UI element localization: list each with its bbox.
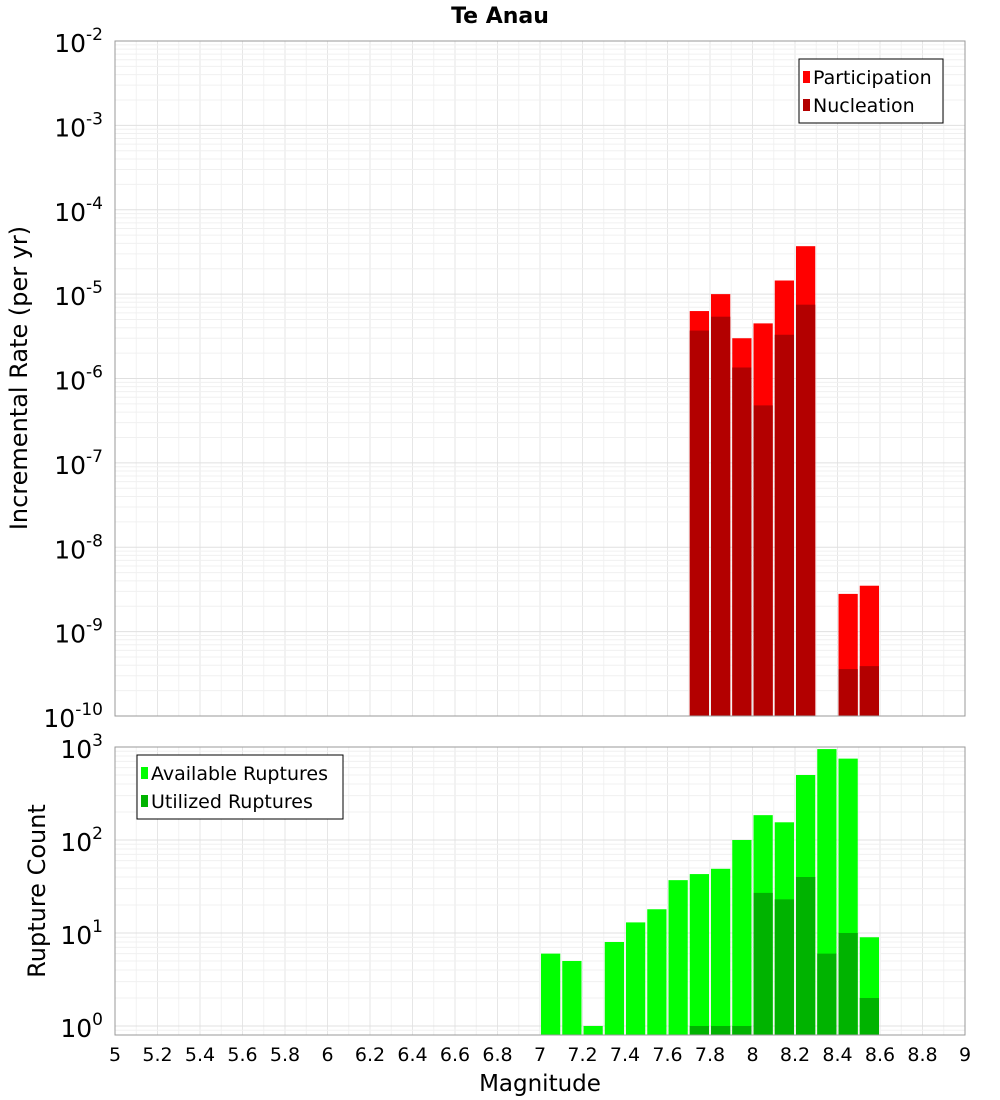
bottom-legend-box	[136, 754, 344, 820]
x-axis-label: Magnitude	[479, 1071, 601, 1097]
top-legend-label: Participation	[813, 67, 932, 89]
top-y-tick-label: 10-9	[54, 616, 103, 649]
bottom-legend-label: Utilized Ruptures	[151, 791, 313, 813]
x-tick-label: 9	[959, 1044, 971, 1066]
bottom-bar-utilized-ruptures	[774, 899, 794, 1035]
bottom-plot-bars	[541, 749, 879, 1035]
x-tick-label: 6.2	[355, 1044, 385, 1066]
bottom-bar-available-ruptures	[541, 953, 561, 1035]
x-tick-label: 7.8	[695, 1044, 725, 1066]
top-plot-frame	[114, 40, 966, 717]
top-y-tick-label: 10-7	[54, 447, 103, 480]
bottom-bar-utilized-ruptures	[838, 932, 858, 1035]
top-bar-nucleation	[774, 334, 794, 716]
bottom-bar-available-ruptures	[668, 880, 688, 1035]
x-tick-label: 8.4	[822, 1044, 852, 1066]
top-legend-label: Nucleation	[813, 95, 915, 117]
x-tick-label: 7.4	[610, 1044, 640, 1066]
x-tick-label: 8	[746, 1044, 758, 1066]
top-bar-nucleation	[796, 304, 816, 716]
bottom-bar-available-ruptures	[689, 874, 709, 1035]
bottom-bar-utilized-ruptures	[753, 892, 773, 1035]
bottom-bar-utilized-ruptures	[796, 877, 816, 1035]
bottom-y-tick-label: 100	[60, 1010, 103, 1043]
top-legend-box	[798, 58, 944, 124]
bottom-legend-label: Available Ruptures	[151, 763, 328, 785]
top-bar-nucleation	[753, 405, 773, 716]
top-legend-swatch	[803, 99, 810, 111]
x-tick-label: 5.8	[270, 1044, 300, 1066]
x-tick-label: 6.6	[440, 1044, 470, 1066]
bottom-bar-available-ruptures	[583, 1025, 603, 1035]
top-legend-swatch	[803, 71, 810, 83]
x-tick-label: 7.6	[652, 1044, 682, 1066]
bottom-bar-utilized-ruptures	[689, 1025, 709, 1035]
x-tick-label: 8.6	[865, 1044, 895, 1066]
top-y-tick-label: 10-10	[43, 700, 103, 733]
top-y-tick-labels: 10-2 10-3 10-4 10-5 10-6 10-7 10-8 10-9 10-10	[43, 25, 103, 733]
bottom-bar-available-ruptures	[604, 942, 624, 1035]
bottom-bar-available-ruptures	[732, 839, 752, 1035]
x-tick-label: 5.6	[227, 1044, 257, 1066]
bottom-bar-available-ruptures	[626, 922, 646, 1035]
x-tick-label: 8.8	[907, 1044, 937, 1066]
bottom-y-tick-label: 101	[60, 917, 103, 950]
x-tick-label: 7	[534, 1044, 546, 1066]
x-tick-label: 7.2	[567, 1044, 597, 1066]
bottom-bar-utilized-ruptures	[859, 997, 879, 1035]
x-tick-label: 6.4	[397, 1044, 427, 1066]
top-bar-nucleation	[838, 669, 858, 716]
bottom-y-tick-label: 102	[60, 824, 103, 857]
chart-title: Te Anau	[451, 4, 549, 29]
top-y-tick-label: 10-4	[54, 194, 103, 227]
x-tick-label: 8.2	[780, 1044, 810, 1066]
bottom-y-tick-label: 103	[60, 731, 103, 764]
top-bar-nucleation	[859, 666, 879, 716]
bottom-bar-available-ruptures	[711, 868, 731, 1035]
top-legend: Participation Nucleation	[798, 58, 944, 124]
top-bar-nucleation	[732, 367, 752, 716]
x-tick-label: 5.4	[185, 1044, 215, 1066]
top-y-tick-label: 10-6	[54, 363, 103, 396]
top-plot-bars	[689, 246, 879, 716]
bottom-y-tick-labels: 103 102 101 100	[60, 731, 103, 1043]
x-tick-label: 5.2	[142, 1044, 172, 1066]
bottom-bar-utilized-ruptures	[817, 953, 837, 1035]
top-bar-nucleation	[711, 316, 731, 716]
x-tick-label: 6.8	[482, 1044, 512, 1066]
x-tick-label: 6	[321, 1044, 333, 1066]
bottom-bar-utilized-ruptures	[711, 1025, 731, 1035]
bottom-y-axis-label: Rupture Count	[23, 804, 51, 978]
bottom-legend: Available Ruptures Utilized Ruptures	[136, 754, 344, 820]
top-bar-nucleation	[689, 330, 709, 716]
top-y-tick-label: 10-2	[54, 25, 103, 58]
top-plot-grid	[114, 40, 966, 717]
top-y-tick-label: 10-8	[54, 531, 103, 564]
bottom-bar-available-ruptures	[562, 960, 582, 1035]
top-y-axis-label: Incremental Rate (per yr)	[5, 226, 33, 530]
bottom-bar-utilized-ruptures	[732, 1025, 752, 1035]
x-tick-labels: 5 5.2 5.4 5.6 5.8 6 6.2 6.4 6.6 6.8 7 7.2 7.4 7.6 7.8 8…	[109, 1044, 971, 1066]
bottom-legend-swatch	[141, 795, 148, 807]
top-y-tick-label: 10-5	[54, 278, 103, 311]
bottom-bar-available-ruptures	[647, 909, 667, 1035]
x-tick-label: 5	[109, 1044, 121, 1066]
bottom-plot-frame	[114, 746, 966, 1036]
top-y-tick-label: 10-3	[54, 109, 103, 142]
bottom-legend-swatch	[141, 767, 148, 779]
